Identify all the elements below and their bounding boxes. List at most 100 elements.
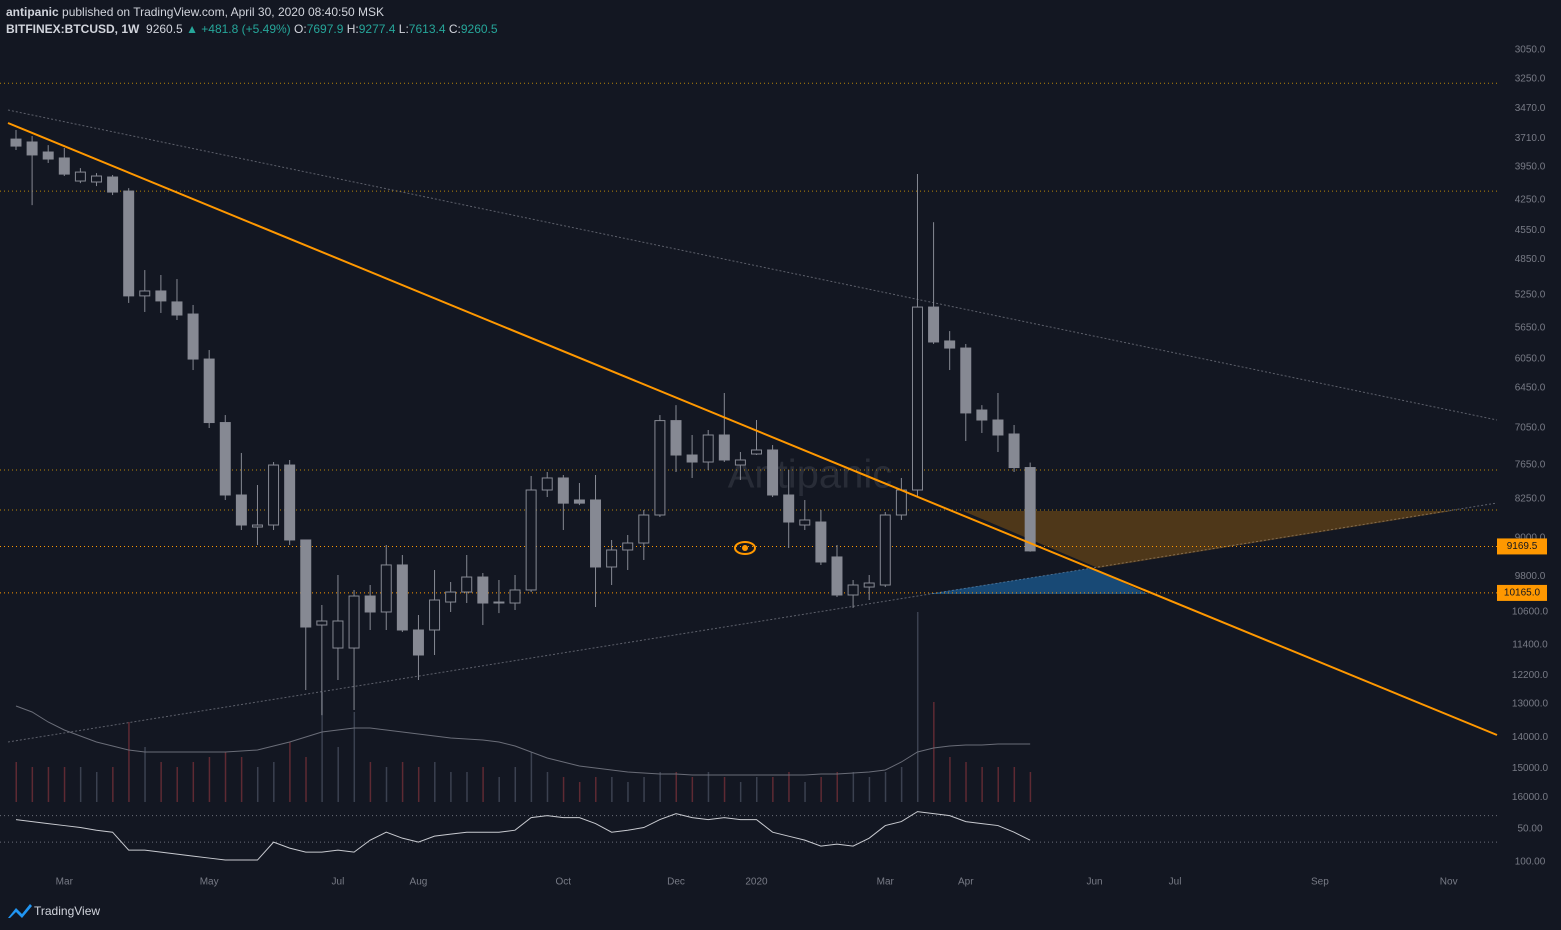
l-value: 7613.4 [408, 22, 446, 36]
y-tick-label: 3250.0 [1515, 73, 1546, 84]
y-tick-label: 7050.0 [1515, 423, 1546, 434]
watermark: Antipanic [728, 453, 893, 497]
volume-bar [466, 772, 468, 802]
candle-body [445, 591, 457, 603]
volume-bar [514, 767, 517, 802]
candle-body [960, 347, 972, 414]
candle-body [525, 489, 537, 591]
o-label: O: [294, 22, 307, 36]
candle-body [493, 601, 505, 604]
price-label: 9169.5 [1507, 541, 1538, 552]
volume-bar [788, 772, 790, 802]
volume-bar [369, 762, 372, 802]
eye-icon [734, 541, 756, 555]
volume-bar [434, 762, 436, 802]
candle-body [686, 454, 698, 463]
brand: TradingView [34, 904, 100, 918]
candle-body [332, 620, 344, 649]
volume-bar [1029, 772, 1032, 802]
candle-body [461, 576, 473, 593]
candle-body [268, 464, 280, 526]
y-tick-label: 13000.0 [1512, 699, 1549, 710]
candle-body [412, 629, 424, 656]
volume-bar [79, 767, 82, 802]
change: ▲ +481.8 (+5.49%) [186, 22, 291, 36]
y-tick-label: 15000.0 [1512, 763, 1549, 774]
y-tick-label: 16000.0 [1512, 792, 1549, 803]
candle-body [638, 514, 650, 544]
candle-body [90, 175, 102, 183]
y-tick-label: 14000.0 [1512, 732, 1549, 743]
candle-body [203, 358, 215, 424]
volume-bar [401, 762, 404, 802]
candle-body [1024, 467, 1036, 552]
volume-bar [337, 747, 339, 802]
candle-body [251, 524, 263, 528]
candle-body [911, 306, 923, 491]
volume-bar [804, 782, 806, 802]
candle-body [847, 584, 859, 596]
y-tick-label: 5650.0 [1515, 323, 1546, 334]
candle-body [171, 301, 183, 316]
volume-bar [900, 767, 903, 802]
candle-body [300, 539, 312, 628]
volume-bar [95, 772, 98, 802]
candle-body [316, 620, 328, 626]
x-tick-label: Aug [410, 877, 428, 888]
candle-body [26, 141, 38, 156]
volume-bar [353, 712, 356, 802]
volume-ma-line [15, 705, 1031, 776]
candle-body [139, 290, 151, 297]
x-tick-label: Nov [1440, 877, 1458, 888]
candle-body [348, 595, 360, 649]
volume-bar [916, 612, 919, 802]
candle-body [58, 157, 70, 175]
candle-body [751, 449, 762, 455]
volume-bar [772, 777, 774, 802]
candle-body [944, 340, 956, 349]
candle-body [879, 514, 891, 586]
trend-line-orange [7, 122, 1498, 736]
volume-bar [949, 757, 951, 802]
x-tick-label: Jul [332, 877, 345, 888]
author: antipanic [6, 5, 59, 19]
volume-bar [627, 782, 629, 802]
y-tick-label: 3050.0 [1515, 45, 1546, 56]
x-tick-label: Jun [1086, 877, 1102, 888]
volume-bar [273, 762, 275, 802]
candle-body [541, 477, 553, 491]
candle-body [155, 290, 167, 302]
volume-bar [176, 767, 178, 802]
volume-bar [144, 747, 146, 802]
y-tick-label: 7650.0 [1515, 459, 1546, 470]
volume-bar [997, 767, 999, 802]
price-label: 10165.0 [1504, 588, 1541, 599]
y-tick-label: 50.00 [1517, 824, 1542, 835]
candle-body [1008, 433, 1020, 469]
candle-body [573, 499, 585, 504]
x-tick-label: Mar [56, 877, 74, 888]
y-tick-label: 3710.0 [1515, 133, 1546, 144]
candle-body [606, 549, 618, 568]
trend-line-lower [7, 502, 1498, 743]
candle-body [284, 464, 296, 541]
candle-body [477, 576, 489, 604]
candle-body [928, 306, 940, 343]
volume-bar [756, 777, 758, 802]
y-tick-label: 3470.0 [1515, 103, 1546, 114]
y-tick-label: 12200.0 [1512, 670, 1549, 681]
y-tick-label: 5250.0 [1515, 290, 1546, 301]
published: published on TradingView.com, April 30, … [62, 5, 385, 19]
x-tick-label: Dec [667, 877, 685, 888]
volume-bar [31, 767, 34, 802]
candle-body [895, 489, 907, 516]
publish-line: antipanic published on TradingView.com, … [6, 5, 384, 19]
candle-body [670, 420, 682, 456]
volume-bar [305, 757, 307, 802]
y-tick-label: 4250.0 [1515, 194, 1546, 205]
x-tick-label: Mar [877, 877, 895, 888]
y-tick-label: 6050.0 [1515, 354, 1546, 365]
volume-bar [47, 767, 50, 802]
volume-bar [739, 782, 742, 802]
candle-body [815, 521, 827, 563]
